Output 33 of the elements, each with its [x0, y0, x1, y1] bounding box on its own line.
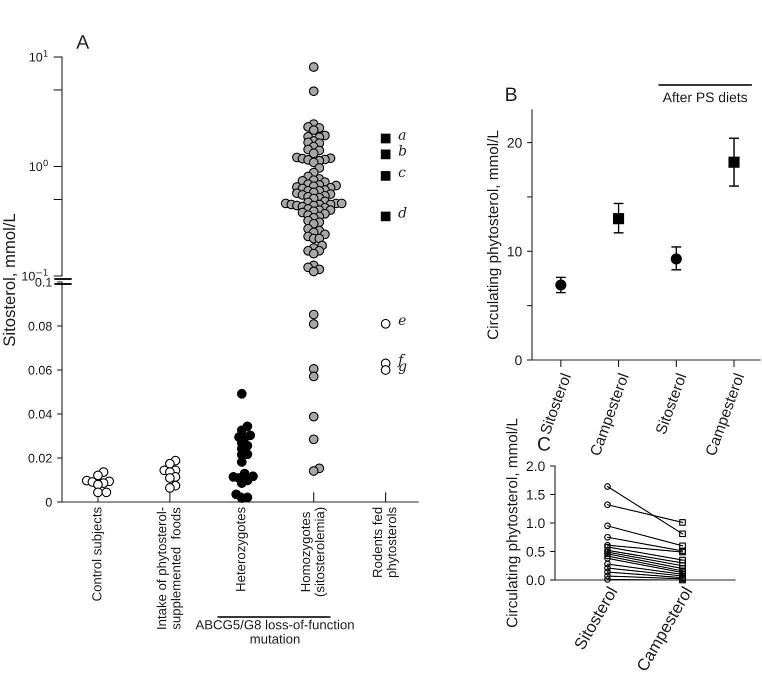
y-tick-label: 20: [508, 138, 522, 148]
annotation: a: [398, 132, 406, 140]
annotation: c: [398, 170, 406, 178]
y-axis-title: Sitosterol, mmol/L: [2, 214, 18, 346]
y-tick-label: 0.06: [28, 366, 52, 375]
x-tick-label: Heterozygotes: [236, 507, 248, 591]
x-tick-label: Control subjects: [92, 507, 104, 601]
chart-title: B: [506, 88, 517, 101]
y-tick-label: 10$^{1}$: [30, 50, 48, 62]
text: ABCG5/G8 loss-of-function mutation: [195, 620, 354, 644]
x-tick-label: Intake of phytosterol- supplemented foods: [156, 507, 184, 630]
y-tick-label: 0.04: [28, 410, 52, 419]
y-axis-title: Circulating phytosterol, mmol/L: [487, 130, 502, 340]
x-tick-label: Homozygotes (sitosterolemia): [300, 508, 327, 596]
annotation: e: [398, 317, 406, 326]
y-tick-label: 0: [515, 355, 522, 366]
y-tick-label: 2.0: [526, 461, 545, 472]
y-axis-title: Circulating phytosterol, mmol/L: [506, 418, 520, 628]
y-tick-label: 0.08: [28, 322, 52, 331]
y-tick-label: 10: [508, 246, 522, 256]
y-tick-label: 1.0: [527, 518, 545, 528]
chart-title: A: [76, 35, 90, 49]
y-tick-label: 1.5: [527, 490, 545, 500]
y-tick-label: 0.5: [526, 546, 545, 557]
chart-title: C: [538, 436, 550, 451]
x-tick-label: Rodents fed phytosterols: [372, 507, 399, 578]
y-tick-label: 10$^{0}$: [30, 160, 48, 172]
y-tick-label: 0.0: [526, 575, 545, 586]
annotation: b: [398, 144, 406, 156]
y-tick-label: 0.02: [28, 454, 52, 463]
annotation: d: [398, 206, 406, 218]
y-tick-label: 0: [46, 498, 52, 507]
text: After PS diets: [662, 92, 748, 102]
